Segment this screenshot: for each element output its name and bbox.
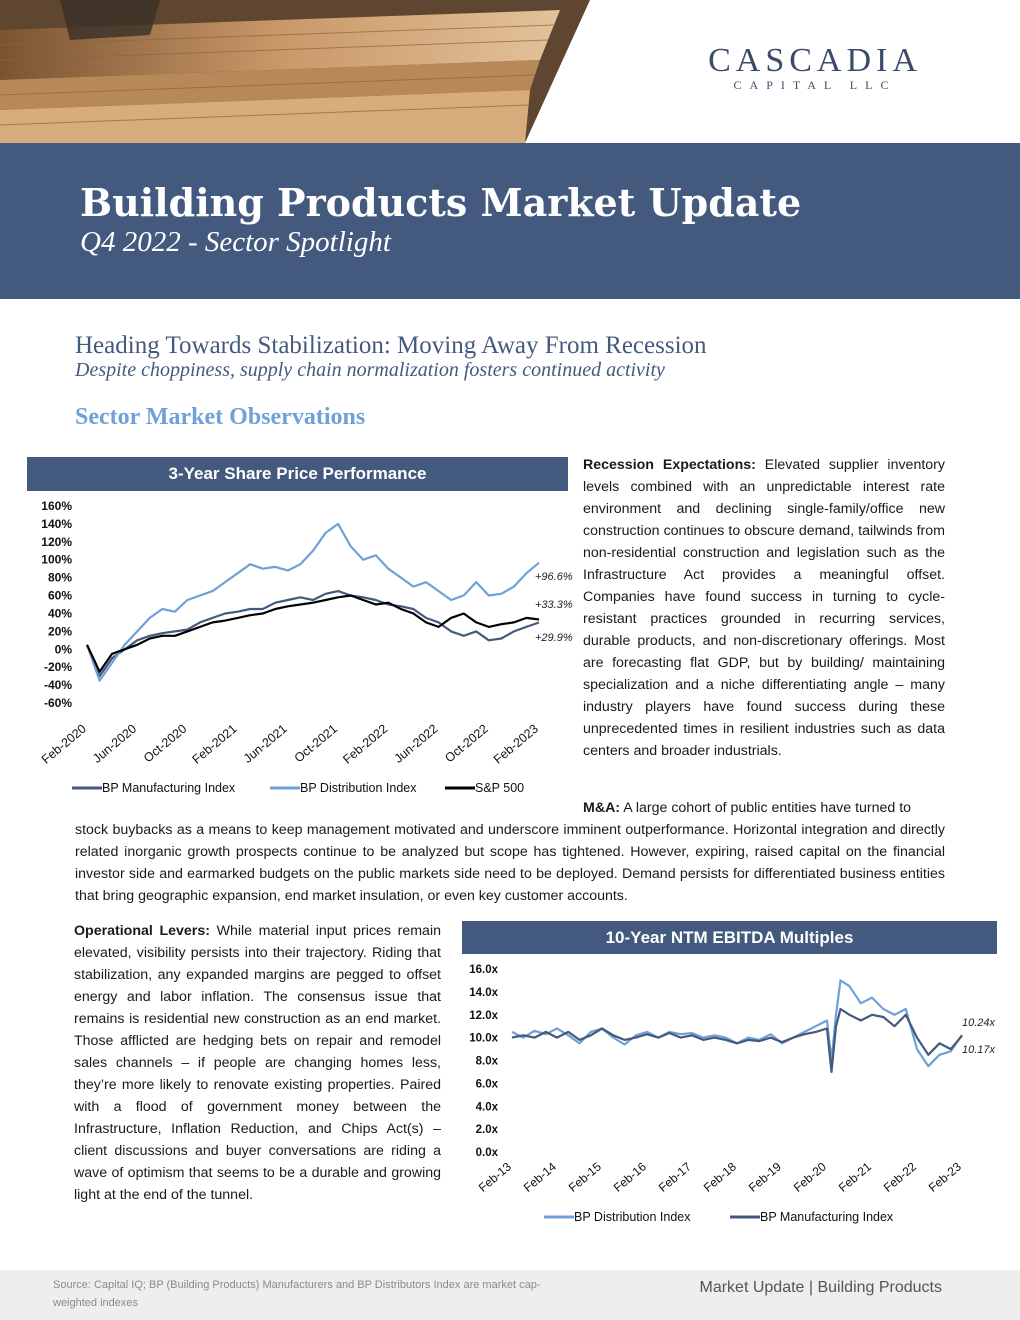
y-tick-label: 80% — [48, 571, 72, 585]
ma-paragraph: stock buybacks as a means to keep manage… — [75, 822, 945, 904]
y-tick-label: -40% — [44, 678, 72, 692]
operational-text: While material input prices remain eleva… — [74, 923, 441, 1203]
end-value-label: +96.6% — [535, 571, 573, 583]
legend-label: S&P 500 — [475, 781, 524, 795]
operational-paragraph: Operational Levers: While material input… — [74, 920, 441, 1206]
page-subtitle: Q4 2022 - Sector Spotlight — [80, 226, 391, 258]
ma-text-start: A large cohort of public entities have t… — [620, 800, 912, 816]
recession-paragraph: Recession Expectations: Elevated supplie… — [583, 454, 945, 762]
section-title: Sector Market Observations — [75, 404, 366, 430]
x-tick-label: Jun-2021 — [241, 722, 290, 766]
ma-label: M&A: — [583, 800, 621, 816]
y-tick-label: 40% — [48, 606, 72, 620]
x-tick-label: Feb-22 — [881, 1159, 919, 1194]
headline: Heading Towards Stabilization: Moving Aw… — [75, 332, 707, 359]
y-tick-label: 10.0x — [469, 1033, 498, 1045]
legend-label: BP Manufacturing Index — [760, 1210, 894, 1224]
footer-label: Market Update | Building Products — [699, 1279, 943, 1296]
y-tick-label: 6.0x — [476, 1078, 499, 1090]
x-tick-label: Feb-14 — [521, 1159, 559, 1194]
x-tick-label: Feb-19 — [746, 1159, 784, 1194]
x-tick-label: Feb-2021 — [190, 722, 240, 767]
legend-label: BP Manufacturing Index — [102, 781, 236, 795]
end-value-label: 10.24x — [962, 1017, 996, 1029]
end-value-label: 10.17x — [962, 1044, 996, 1056]
x-tick-label: Oct-2021 — [292, 722, 340, 766]
footer-band — [0, 1270, 1020, 1320]
x-tick-label: Feb-2023 — [491, 722, 541, 767]
ma-paragraph-start: M&A: A large cohort of public entities h… — [583, 797, 945, 819]
y-tick-label: 4.0x — [476, 1101, 499, 1113]
x-tick-label: Feb-21 — [836, 1159, 874, 1194]
page-title: Building Products Market Update — [80, 180, 802, 225]
y-tick-label: 60% — [48, 589, 72, 603]
ebitda-multiples-chart: 16.0x 14.0x 12.0x 10.0x 8.0x 6.0x 4.0x 2.0x 0.0x… — [469, 964, 996, 1224]
series-line-1 — [85, 589, 540, 678]
x-tick-label: Feb-18 — [701, 1159, 739, 1194]
recession-text: Elevated supplier inventory levels combi… — [583, 457, 945, 759]
title-banner — [0, 143, 1020, 299]
x-tick-label: Jun-2022 — [392, 722, 441, 766]
x-tick-label: Feb-20 — [791, 1159, 829, 1194]
share-price-chart: 160% 140% 120% 100% 80% 60% 40% 20% 0% -20% -40% -6… — [39, 499, 573, 795]
y-tick-label: -60% — [44, 696, 72, 710]
brand-logo: CASCADIA — [708, 42, 922, 79]
y-tick-label: 12.0x — [469, 1010, 498, 1022]
x-tick-label: Oct-2022 — [442, 722, 490, 766]
chart2-title: 10-Year NTM EBITDA Multiples — [462, 921, 997, 954]
y-tick-label: 0% — [55, 642, 73, 656]
legend-label: BP Distribution Index — [300, 781, 417, 795]
chart1-title: 3-Year Share Price Performance — [27, 457, 568, 491]
recession-label: Recession Expectations: — [583, 457, 756, 473]
series-line-3 — [86, 594, 540, 673]
y-tick-label: 140% — [41, 517, 72, 531]
x-tick-label: Feb-15 — [566, 1159, 604, 1194]
x-tick-label: Feb-16 — [611, 1159, 649, 1194]
y-tick-label: 120% — [41, 535, 72, 549]
y-tick-label: 16.0x — [469, 964, 498, 976]
y-tick-label: 160% — [41, 499, 72, 513]
end-value-label: +29.9% — [535, 632, 573, 644]
brand-logo-sub: CAPITAL LLC — [733, 78, 897, 92]
y-tick-label: -20% — [44, 660, 72, 674]
x-tick-label: Oct-2020 — [141, 722, 189, 766]
legend-label: BP Distribution Index — [574, 1210, 691, 1224]
source-note: Source: Capital IQ; BP (Building Product… — [53, 1279, 541, 1309]
operational-label: Operational Levers: — [74, 923, 210, 939]
x-tick-label: Jun-2020 — [90, 722, 139, 766]
end-value-label: +33.3% — [535, 599, 573, 611]
x-tick-label: Feb-23 — [926, 1159, 964, 1194]
y-tick-label: 2.0x — [476, 1124, 499, 1136]
y-tick-label: 8.0x — [476, 1056, 499, 1068]
header-photo — [0, 0, 590, 143]
y-tick-label: 0.0x — [476, 1147, 499, 1159]
y-tick-label: 20% — [48, 624, 72, 638]
x-tick-label: Feb-13 — [476, 1159, 514, 1194]
y-tick-label: 100% — [41, 553, 72, 567]
series-line-2 — [511, 1007, 963, 1074]
series-line-2 — [85, 522, 540, 682]
x-tick-label: Feb-2020 — [39, 722, 89, 767]
x-tick-label: Feb-2022 — [340, 722, 390, 767]
x-tick-label: Feb-17 — [656, 1159, 694, 1194]
subheadline: Despite choppiness, supply chain normali… — [75, 359, 665, 381]
series-line-1 — [511, 979, 963, 1068]
y-tick-label: 14.0x — [469, 987, 498, 999]
